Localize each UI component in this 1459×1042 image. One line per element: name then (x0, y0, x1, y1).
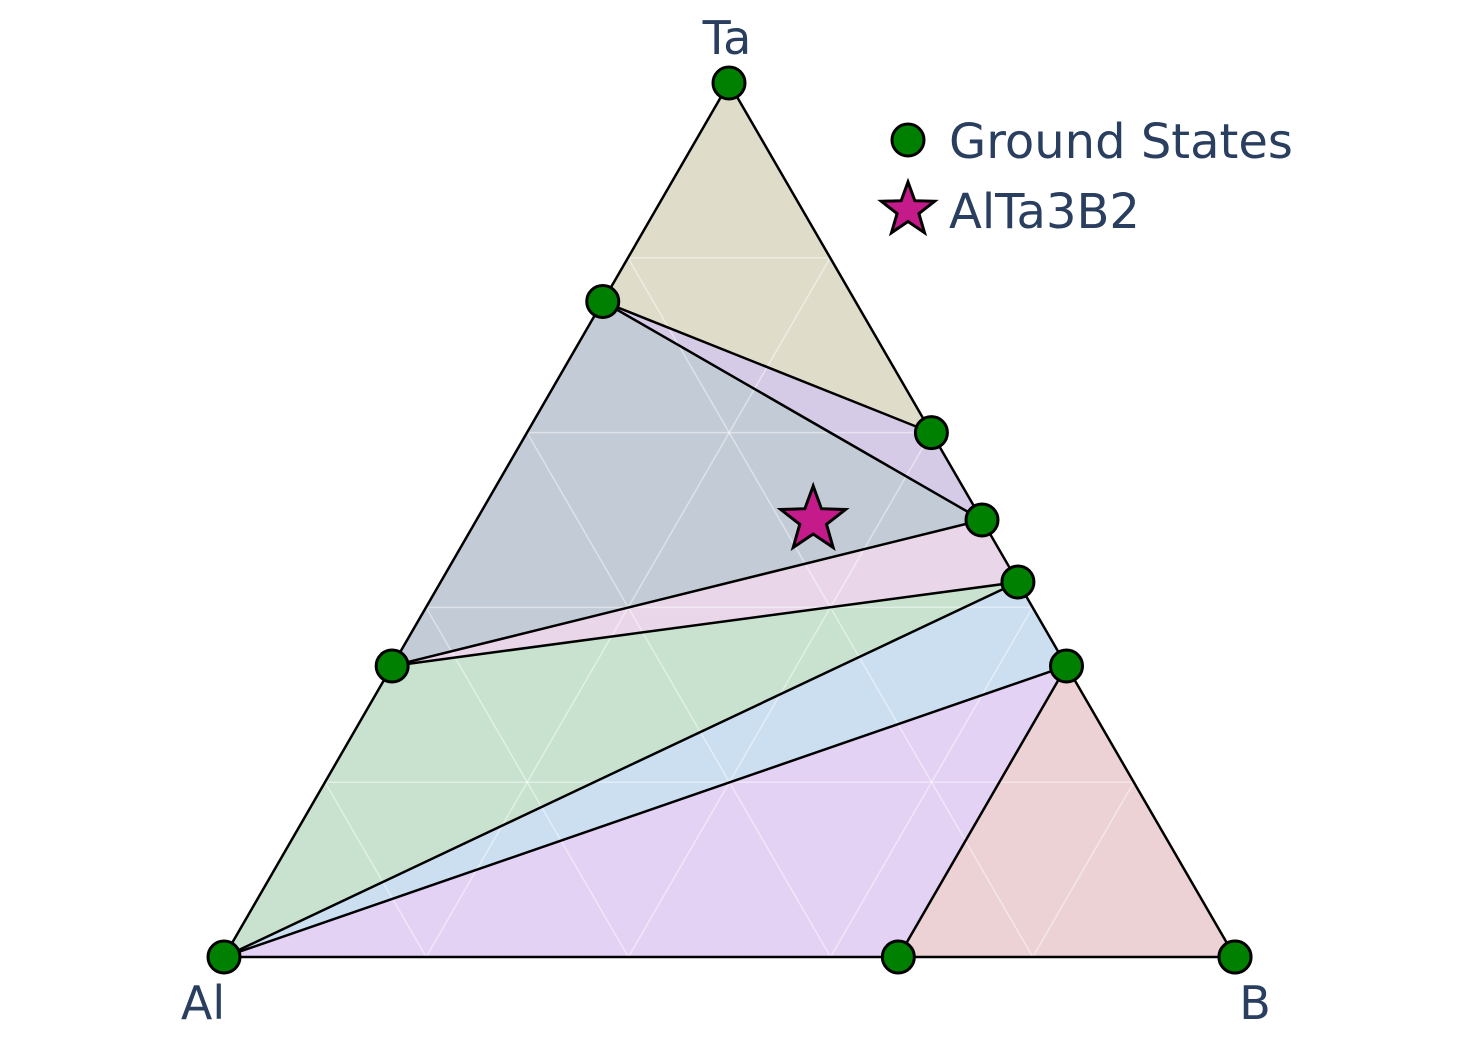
ground-state-point-7 (1000, 564, 1036, 600)
tie-line (601, 300, 933, 434)
altab2-star-point (776, 481, 850, 552)
phase-facet-0 (602, 83, 932, 433)
phase-facet-5 (224, 582, 1067, 957)
grid-line-1-1 (526, 432, 832, 958)
legend-altab2-label: AlTa3B2 (949, 184, 1140, 240)
tie-line (222, 580, 1020, 959)
phase-facet-3 (392, 520, 1018, 666)
grid-line-3-1 (324, 781, 427, 958)
legend-altab2-symbol (877, 177, 939, 237)
ground-state-point-1 (711, 65, 747, 101)
ground-state-point-10 (880, 939, 916, 975)
tie-line (390, 580, 1020, 668)
vertex-label-top: Ta (702, 11, 752, 65)
grid-line-2-1 (425, 607, 630, 958)
ground-state-point-6 (964, 502, 1000, 538)
legend-star-icon (877, 177, 939, 237)
legend-ground-states-label: Ground States (949, 114, 1293, 170)
ground-state-point-8 (1049, 648, 1085, 684)
phase-facet-7 (898, 666, 1235, 957)
legend-circle-icon (890, 122, 926, 158)
ground-state-point-3 (374, 648, 410, 684)
phase-facet-2 (392, 301, 982, 666)
legend-ground-states-symbol (890, 122, 926, 158)
grid-line-3-2 (1032, 781, 1135, 958)
ground-state-point-4 (585, 284, 621, 319)
tie-line (222, 664, 1068, 959)
tie-line (897, 664, 1068, 959)
tie-line (390, 518, 984, 668)
ground-state-point-5 (913, 415, 949, 451)
vertex-label-left: Al (181, 976, 225, 1030)
ground-state-point-0 (206, 939, 242, 975)
legend: Ground States AlTa3B2 (877, 114, 1293, 240)
vertex-label-right: B (1239, 976, 1271, 1030)
point-layer (206, 65, 1253, 975)
ground-state-point-9 (1217, 939, 1253, 975)
tie-line (601, 300, 984, 522)
grid-line-2-2 (829, 607, 1034, 958)
